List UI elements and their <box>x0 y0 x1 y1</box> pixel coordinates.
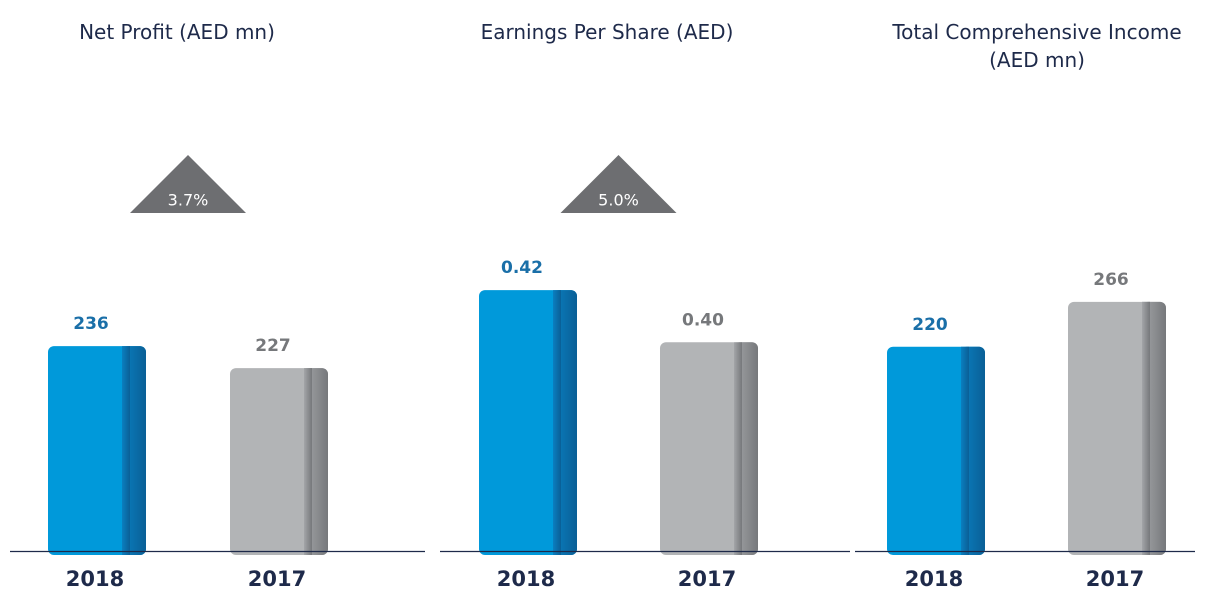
value-label: 220 <box>912 315 948 335</box>
change-label: 3.7% <box>168 191 209 210</box>
bar-shade <box>734 342 742 555</box>
value-label: 227 <box>255 336 291 356</box>
bar-shade <box>553 290 561 555</box>
x-tick-label: 2017 <box>248 567 306 591</box>
bar <box>1068 301 1166 555</box>
chart-title: Total Comprehensive Income (AED mn) <box>892 20 1182 72</box>
x-tick-label: 2017 <box>1086 567 1144 591</box>
bar <box>887 346 985 555</box>
x-tick-label: 2018 <box>66 567 124 591</box>
value-label: 266 <box>1093 270 1129 290</box>
x-tick-label: 2018 <box>905 567 963 591</box>
bar-shade <box>1142 301 1150 555</box>
value-label: 236 <box>73 314 109 334</box>
bar <box>230 368 328 555</box>
value-label: 0.40 <box>682 310 724 330</box>
bar <box>660 342 758 555</box>
value-label: 0.42 <box>501 258 543 278</box>
x-tick-label: 2017 <box>678 567 736 591</box>
bar-shade <box>961 346 969 555</box>
x-tick-label: 2018 <box>497 567 555 591</box>
bar <box>479 290 577 555</box>
chart-title: Earnings Per Share (AED) <box>480 20 734 44</box>
change-triangle <box>560 155 677 213</box>
change-label: 5.0% <box>598 191 639 210</box>
chart-title: Net Profit (AED mn) <box>79 20 275 44</box>
bar-shade <box>122 346 130 555</box>
bar <box>48 346 146 555</box>
change-triangle <box>130 155 246 213</box>
bar-shade <box>304 368 312 555</box>
